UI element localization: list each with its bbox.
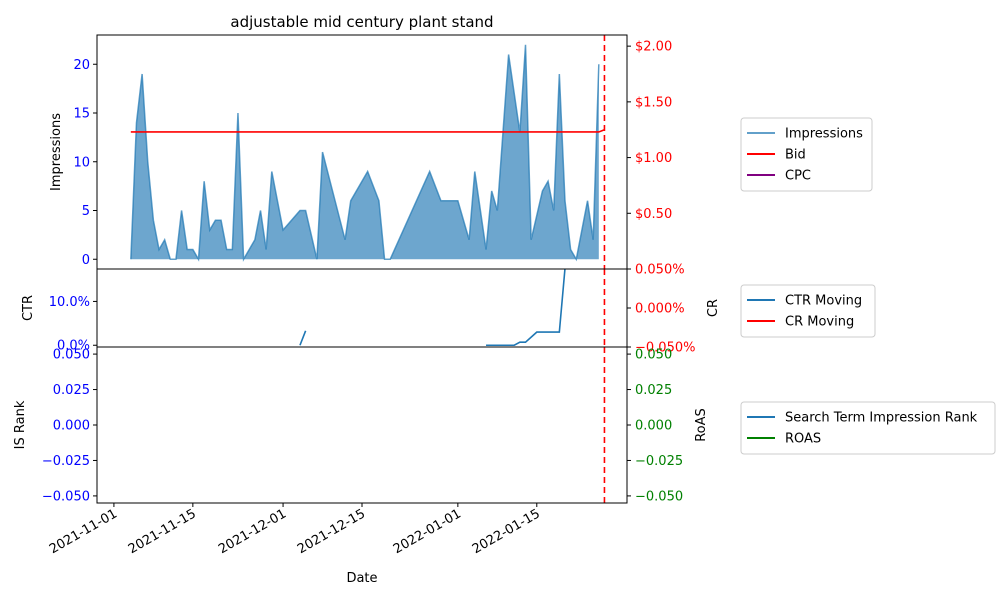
y2-tick-label: 0.025 xyxy=(635,383,672,398)
x-tick-label: 2022-01-15 xyxy=(470,506,543,557)
plot-frame xyxy=(96,268,628,348)
y2-tick-label: $1.00 xyxy=(635,151,672,166)
y2-tick-label: −0.025 xyxy=(635,454,683,469)
legend-box xyxy=(740,401,996,455)
legend-label: CPC xyxy=(785,169,811,184)
legends: Impressions Bid CPC CTR Moving CR Moving Sear… xyxy=(740,117,996,455)
y-tick-label: 0.0% xyxy=(57,339,90,354)
y-tick-label: 0.025 xyxy=(53,383,90,398)
chart-title: adjustable mid century plant stand xyxy=(230,13,493,31)
x-tick-label: 2021-12-01 xyxy=(216,506,289,557)
y-tick-label: −0.025 xyxy=(42,454,90,469)
impressions-panel: 0 5 10 15 20 $0.50 $1.00 $1.50 $2.00 Impressions a… xyxy=(49,13,672,270)
ctr-series-group xyxy=(299,269,566,347)
legend-label: Bid xyxy=(785,148,806,163)
y-tick-label: 0 xyxy=(82,253,90,268)
y2label: CR xyxy=(706,299,721,317)
y2-tick-label: 0.050% xyxy=(635,263,685,278)
legend-label: CTR Moving xyxy=(785,294,862,309)
y-tick-label: 0.000 xyxy=(53,419,90,434)
legend-label: CR Moving xyxy=(785,315,854,330)
y-tick-label: 15 xyxy=(73,107,90,122)
y2-tick-label: 0.050 xyxy=(635,348,672,363)
y-tick-label: 10 xyxy=(73,155,90,170)
y2-tick-label: −0.050% xyxy=(635,341,695,356)
ylabel: CTR xyxy=(21,295,36,321)
x-tick-label: 2022-01-01 xyxy=(391,506,464,557)
y-tick-label: −0.050 xyxy=(42,489,90,504)
legend-label: Impressions xyxy=(785,127,863,142)
x-axis: 2021-11-01 2021-11-15 2021-12-01 2021-12-15… xyxy=(47,503,543,586)
x-tick-label: 2021-12-15 xyxy=(295,506,368,557)
y2-tick-label: 0.000 xyxy=(635,419,672,434)
y2label: RoAS xyxy=(694,408,709,442)
y-tick-label: 20 xyxy=(73,58,90,73)
y2-tick-label: −0.050 xyxy=(635,489,683,504)
y-tick-label: 0.050 xyxy=(53,348,90,363)
impressions-line xyxy=(130,44,600,262)
x-axis-label: Date xyxy=(346,571,377,586)
legend-label: Search Term Impression Rank xyxy=(785,411,978,426)
ctr-moving-line xyxy=(486,269,566,347)
ylabel: Impressions xyxy=(49,113,64,191)
y-tick-label: 10.0% xyxy=(49,295,90,310)
bid-line xyxy=(130,128,605,133)
y2-tick-label: $2.00 xyxy=(635,40,672,55)
y-tick-label: 5 xyxy=(82,204,90,219)
ctr-panel: 0.0% 10.0% −0.050% 0.000% 0.050% CTR CR xyxy=(21,263,721,356)
legend-label: ROAS xyxy=(785,432,821,447)
y2-tick-label: 0.000% xyxy=(635,302,685,317)
plot-frame xyxy=(96,346,628,504)
x-tick-label: 2021-11-01 xyxy=(47,506,120,557)
impressions-area xyxy=(130,44,599,260)
ctr-moving-line xyxy=(299,330,307,346)
y2-tick-label: $1.50 xyxy=(635,95,672,110)
rank-panel: −0.050 −0.025 0.000 0.025 0.050 −0.050 −0.025 0… xyxy=(13,346,709,504)
legend-box xyxy=(740,284,876,338)
legend-box xyxy=(740,117,873,192)
x-tick-label: 2021-11-15 xyxy=(126,506,199,557)
y2-tick-label: $0.50 xyxy=(635,207,672,222)
ylabel: IS Rank xyxy=(13,400,28,449)
